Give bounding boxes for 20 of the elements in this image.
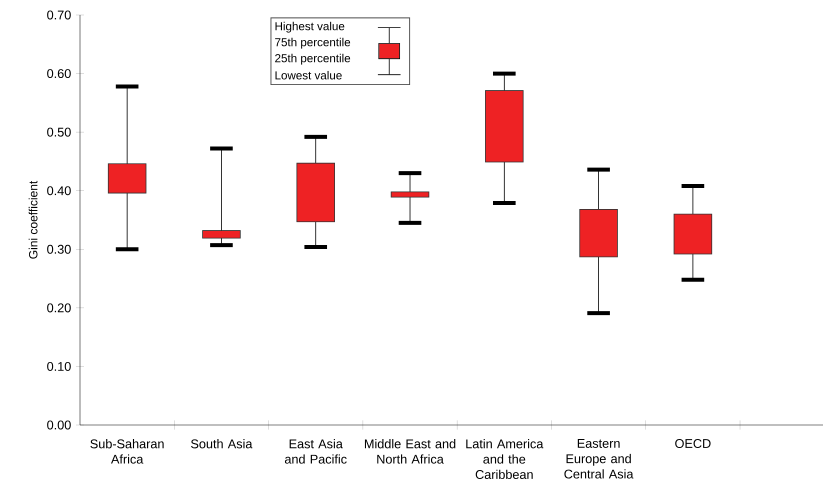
annotation: Lowest value [276, 70, 342, 80]
annotation: 25th percentile [275, 54, 350, 65]
y-axis-title: Gini coefficient [28, 180, 38, 259]
y-tick-label: 0.70 [47, 10, 71, 20]
x-tick-label: Latin America and the Caribbean [466, 439, 544, 480]
y-tick-label: 0.10 [47, 362, 71, 371]
y-tick-label: 0.20 [47, 303, 71, 312]
x-tick-label: East Asia and Pacific [284, 439, 347, 464]
x-tick-label: Eastern Europe and Central Asia [564, 439, 634, 479]
y-tick-label: 0.00 [47, 420, 71, 430]
y-tick-label: 0.40 [47, 186, 71, 196]
y-tick-label: 0.60 [47, 69, 71, 78]
annotation: Highest value [276, 22, 344, 33]
annotation: 75th percentile [275, 38, 350, 49]
y-tick-label: 0.30 [47, 244, 71, 254]
x-tick-label: Sub-Saharan Africa [90, 439, 164, 464]
x-tick-label: South Asia [191, 439, 252, 448]
x-tick-label: Middle East and North Africa [364, 439, 456, 464]
x-tick-label: OECD [675, 439, 711, 448]
y-tick-label: 0.50 [47, 128, 71, 137]
